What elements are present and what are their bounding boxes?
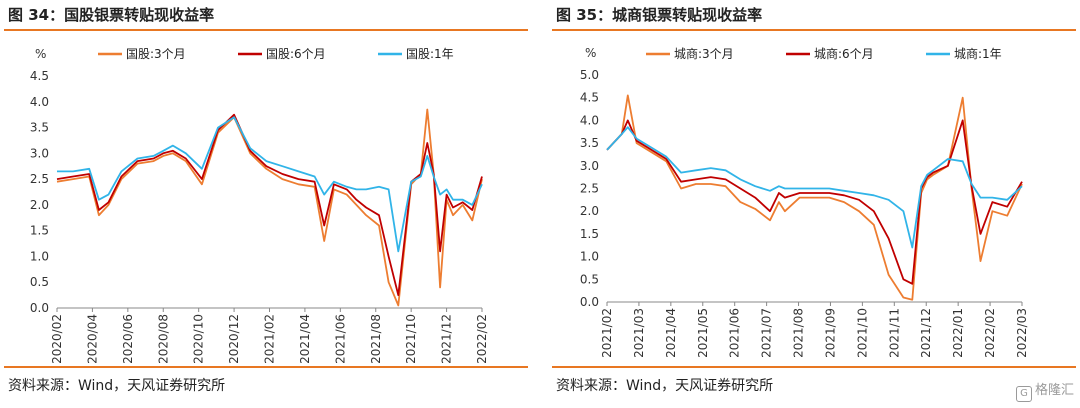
x-tick-label: 2020/12: [227, 314, 241, 364]
y-tick-label: 0.0: [30, 301, 49, 315]
x-tick-label: 2020/10: [192, 314, 206, 364]
x-tick-label: 2021/02: [600, 308, 614, 358]
x-tick-label: 2020/06: [121, 314, 135, 364]
y-tick-label: 1.0: [580, 250, 599, 264]
series-line: [606, 126, 1023, 249]
y-axis-unit: %: [35, 47, 46, 61]
yield-chart-guogu: % 0.0 0.5 1.0 1.5 2.0 2.5 3.0 3.5 4.0 4.5 2020/02 20…: [30, 47, 489, 364]
y-axis-unit: %: [585, 46, 596, 60]
chart-title: 图 35：城商银票转贴现收益率: [556, 6, 763, 24]
x-tick-label: 2021/12: [919, 308, 933, 358]
source-rule: [552, 366, 1076, 368]
x-tick-label: 2022/02: [475, 314, 489, 364]
y-tick-label: 0.0: [580, 295, 599, 309]
x-tick-label: 2020/08: [156, 314, 170, 364]
x-tick-label: 2021/03: [632, 308, 646, 358]
x-tick-label: 2021/04: [298, 314, 312, 364]
source-rule: [4, 366, 528, 368]
y-tick-label: 3.0: [580, 159, 599, 173]
watermark-text: 格隆汇: [1034, 383, 1074, 398]
y-tick-label: 1.5: [580, 227, 599, 241]
x-tick-label: 2021/02: [263, 314, 277, 364]
y-tick-label: 4.5: [580, 91, 599, 105]
legend-label: 城商:6个月: [814, 46, 874, 61]
x-tick-label: 2021/12: [440, 314, 454, 364]
y-tick-label: 1.0: [30, 249, 49, 263]
y-tick-label: 3.5: [580, 136, 599, 150]
x-tick-label: 2021/04: [664, 308, 678, 358]
y-tick-label: 0.5: [30, 275, 49, 289]
y-tick-label: 2.0: [580, 204, 599, 218]
series-line: [606, 119, 1023, 285]
x-tick-label: 2021/08: [792, 308, 806, 358]
watermark: G 格隆汇: [1015, 379, 1074, 402]
y-tick-label: 4.0: [30, 95, 49, 109]
legend-label: 城商:1年: [954, 46, 1002, 61]
x-tick-label: 2022/01: [951, 308, 965, 358]
source-note: 资料来源：Wind，天风证券研究所: [8, 378, 226, 394]
x-tick-label: 2021/07: [760, 308, 774, 358]
legend-label: 国股:6个月: [266, 47, 326, 61]
y-tick-label: 2.0: [30, 198, 49, 212]
title-rule: [552, 29, 1076, 31]
x-tick-label: 2020/02: [50, 314, 64, 364]
x-tick-label: 2020/04: [85, 314, 99, 364]
y-tick-label: 5.0: [580, 68, 599, 82]
x-tick-label: 2022/02: [983, 308, 997, 358]
legend-label: 国股:3个月: [126, 47, 186, 61]
y-tick-label: 4.0: [580, 113, 599, 127]
chart-panel-right: 图 35：城商银票转贴现收益率 % 0.0 0.5 1.0 1.5 2.0 2.5 3.0 3.…: [548, 0, 1080, 408]
x-tick-label: 2021/08: [369, 314, 383, 364]
x-tick-label: 2022/03: [1015, 308, 1029, 358]
x-tick-label: 2021/09: [823, 308, 837, 358]
y-tick-label: 2.5: [30, 172, 49, 186]
y-tick-label: 4.5: [30, 69, 49, 83]
chart-panel-left: 图 34：国股银票转贴现收益率 % 0.0 0.5 1.0 1.5 2.0 2.5 3.0 3.…: [0, 0, 532, 408]
series-line: [56, 108, 483, 307]
y-tick-label: 0.5: [580, 272, 599, 286]
yield-chart-chengshang: % 0.0 0.5 1.0 1.5 2.0 2.5 3.0 3.5 4.0 4.5 5.0 2021/0…: [580, 46, 1029, 358]
x-tick-label: 2021/11: [887, 308, 901, 358]
y-tick-label: 3.0: [30, 146, 49, 160]
title-rule: [4, 29, 528, 31]
x-tick-label: 2021/06: [333, 314, 347, 364]
x-tick-label: 2021/10: [404, 314, 418, 364]
source-note: 资料来源：Wind，天风证券研究所: [556, 378, 774, 394]
gelonghui-logo-icon: G: [1015, 386, 1032, 402]
y-tick-label: 1.5: [30, 224, 49, 238]
y-tick-label: 3.5: [30, 121, 49, 135]
series-line: [57, 116, 483, 253]
series-line: [56, 113, 483, 297]
chart-title: 图 34：国股银票转贴现收益率: [8, 6, 215, 24]
legend-label: 国股:1年: [406, 47, 454, 61]
series-line: [606, 94, 1023, 301]
x-tick-label: 2021/05: [696, 308, 710, 358]
x-tick-label: 2021/10: [855, 308, 869, 358]
y-tick-label: 2.5: [580, 182, 599, 196]
x-tick-label: 2021/06: [728, 308, 742, 358]
legend-label: 城商:3个月: [674, 46, 734, 61]
